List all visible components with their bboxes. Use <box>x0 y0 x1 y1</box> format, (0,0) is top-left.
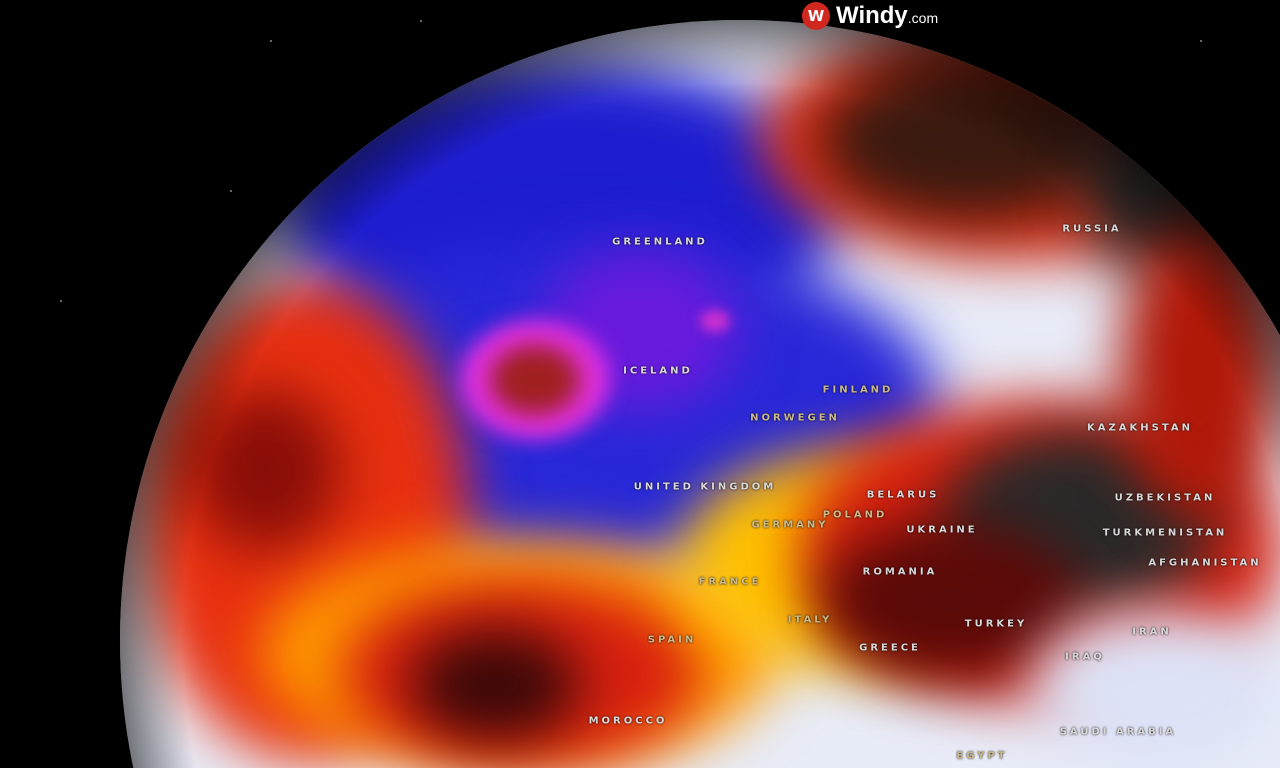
label-russia: RUSSIA <box>1062 223 1122 235</box>
globe-shading <box>120 20 1280 768</box>
label-united-kingdom: UNITED KINGDOM <box>633 481 777 493</box>
label-turkmenistan: TURKMENISTAN <box>1102 527 1228 539</box>
label-finland: FINLAND <box>822 384 894 396</box>
brand-name: Windy <box>836 2 908 29</box>
label-spain: SPAIN <box>647 634 697 646</box>
windy-logo-icon: W <box>802 2 830 30</box>
label-greece: GREECE <box>859 642 921 654</box>
label-belarus: BELARUS <box>866 489 940 501</box>
label-afghanistan: AFGHANISTAN <box>1148 557 1262 569</box>
label-egypt: EGYPT <box>956 750 1008 762</box>
label-norwegen: NORWEGEN <box>750 412 840 424</box>
label-morocco: MOROCCO <box>588 715 668 727</box>
label-germany: GERMANY <box>751 519 829 531</box>
label-iceland: ICELAND <box>623 365 693 377</box>
windy-logo: W Windy.com <box>802 2 938 30</box>
label-saudi-arabia: SAUDI ARABIA <box>1059 726 1177 738</box>
label-poland: POLAND <box>822 509 888 521</box>
label-iran: IRAN <box>1132 626 1172 638</box>
label-romania: ROMANIA <box>862 566 938 578</box>
weather-globe[interactable] <box>120 20 1280 768</box>
label-kazakhstan: KAZAKHSTAN <box>1087 422 1193 434</box>
brand-suffix: .com <box>907 10 939 26</box>
label-france: FRANCE <box>698 576 762 588</box>
label-greenland: GREENLAND <box>612 236 708 248</box>
label-ukraine: UKRAINE <box>906 524 978 536</box>
label-iraq: IRAQ <box>1065 651 1105 663</box>
label-turkey: TURKEY <box>964 618 1028 630</box>
label-italy: ITALY <box>787 614 833 626</box>
label-uzbekistan: UZBEKISTAN <box>1114 492 1216 504</box>
